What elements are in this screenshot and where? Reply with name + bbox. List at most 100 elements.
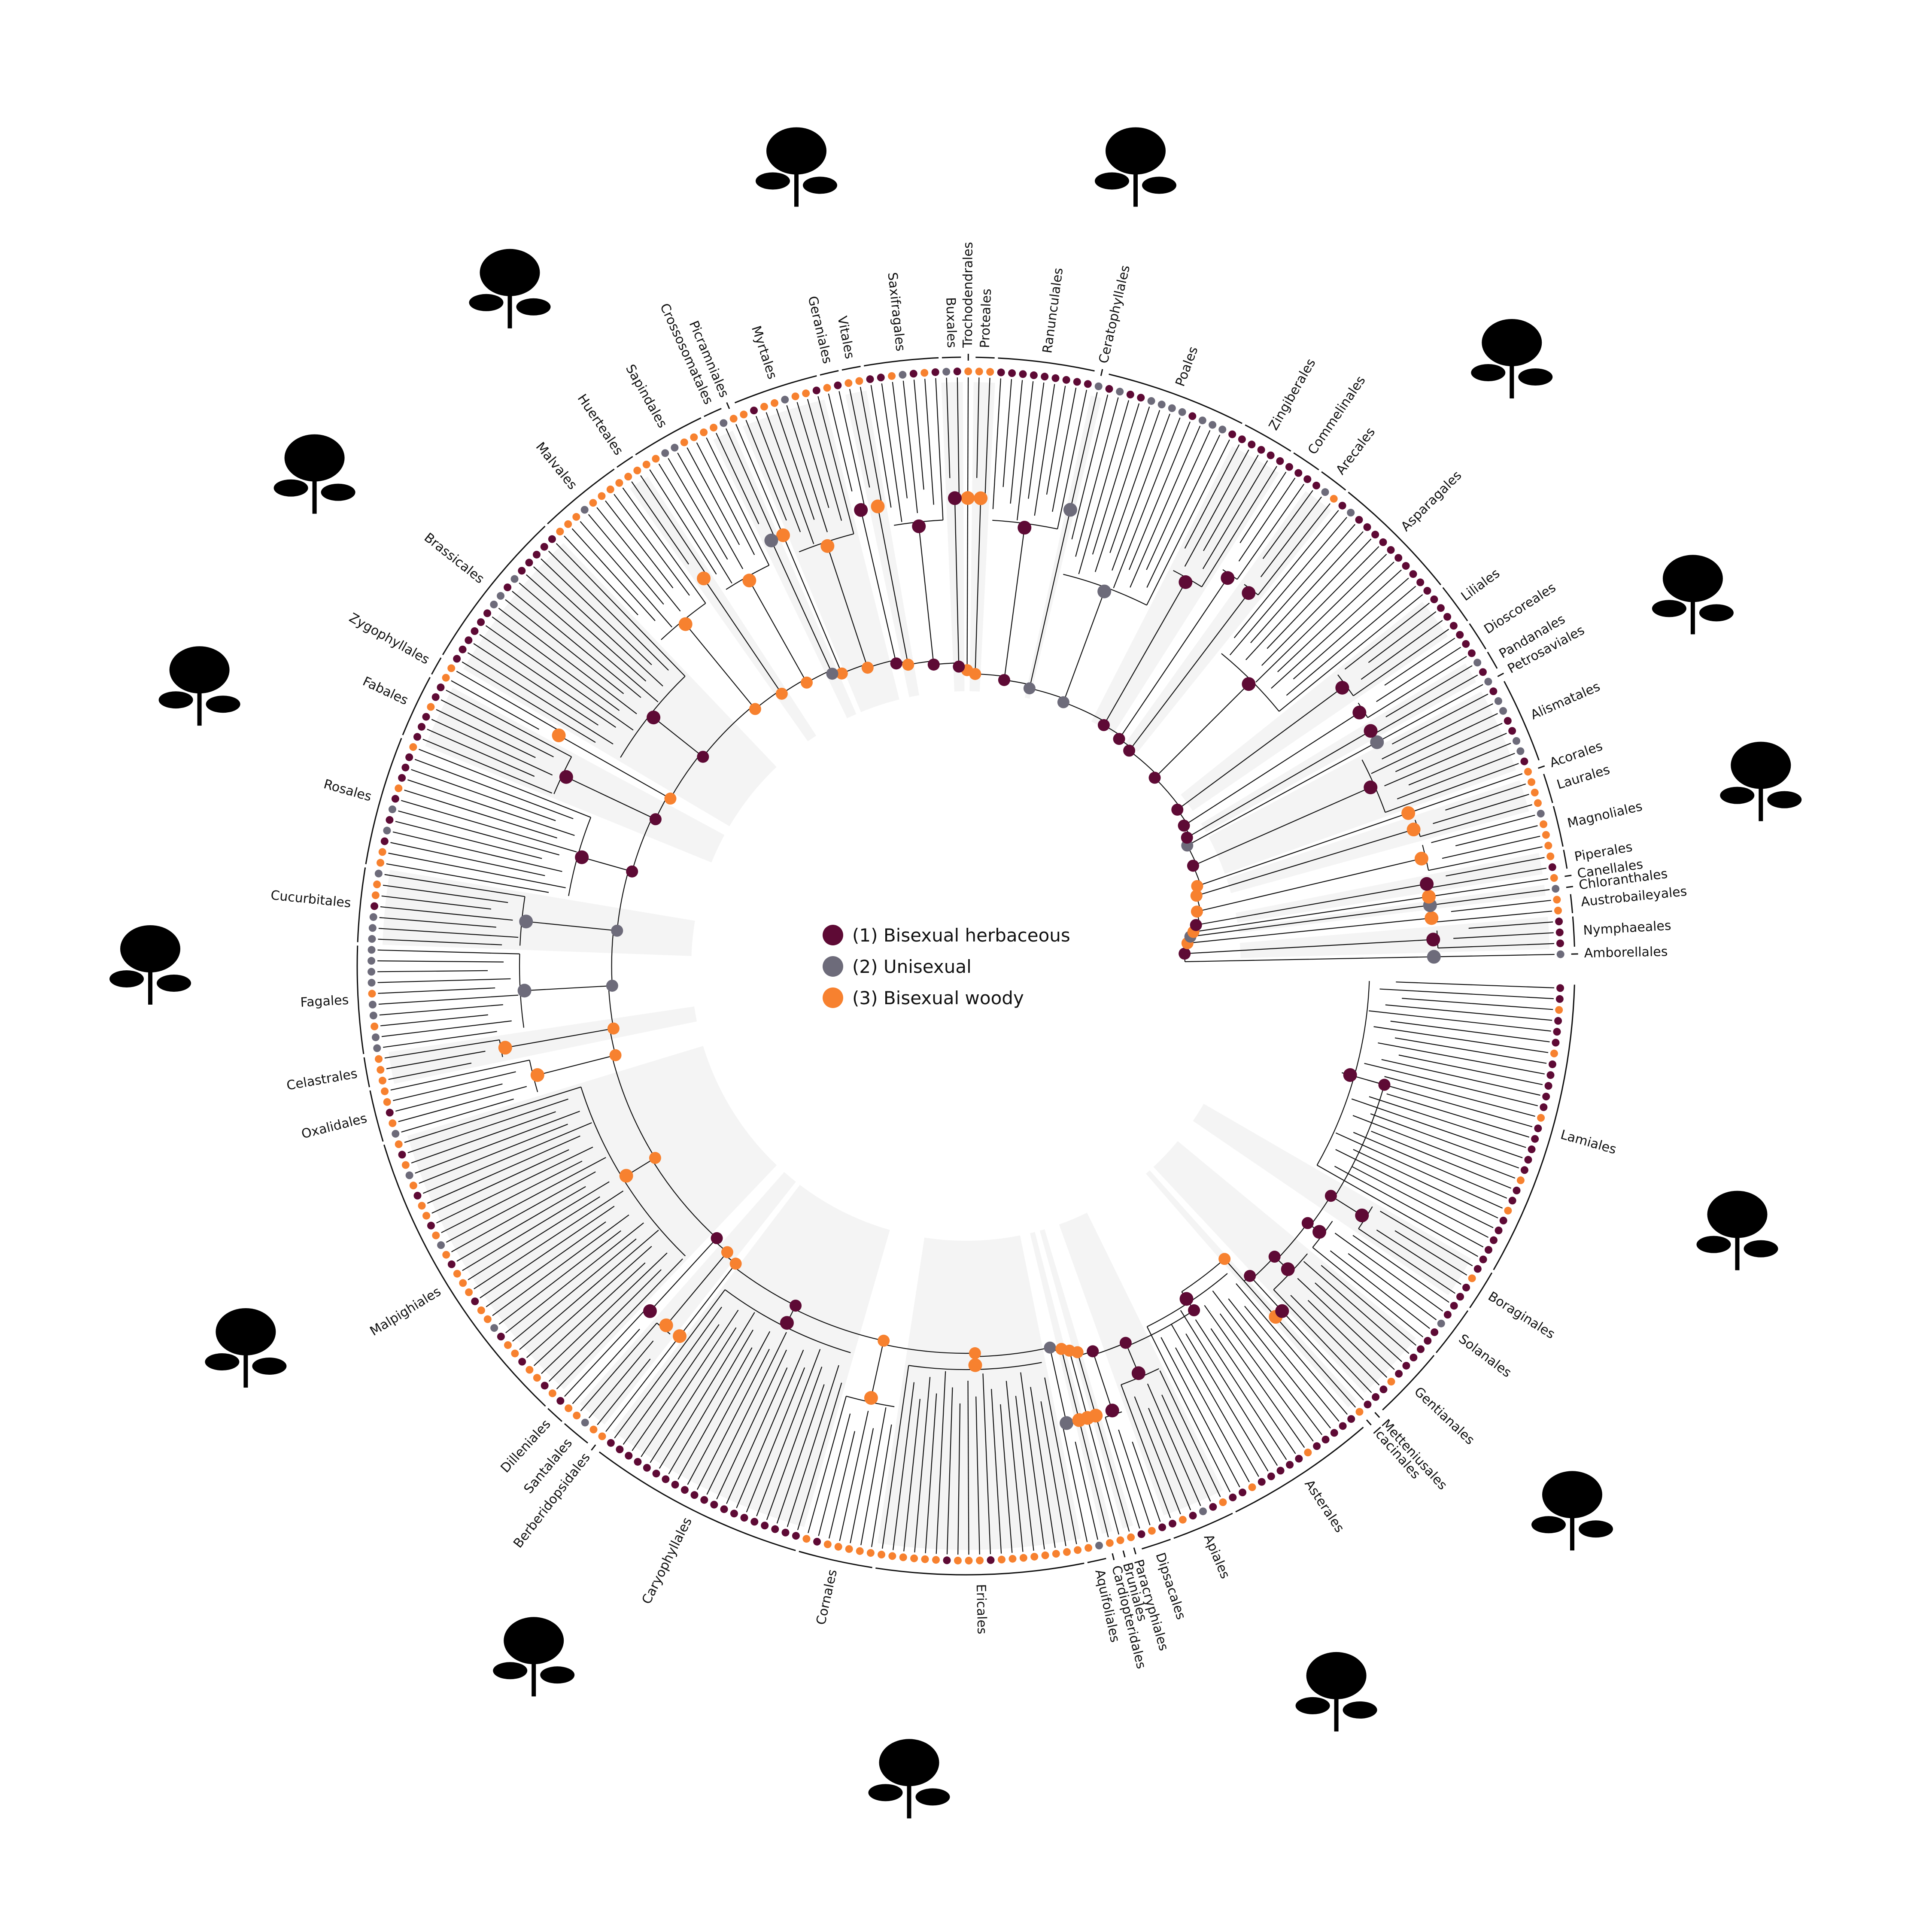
stem-branch [1190, 741, 1377, 844]
stem-branch [1190, 730, 1371, 836]
ancestral-state-pie [609, 1049, 622, 1061]
tip-state-dot [548, 1389, 556, 1397]
tip-state-dot [1431, 1328, 1439, 1336]
tip-state-dot [1095, 1541, 1103, 1549]
tip-state-dot [564, 520, 572, 528]
tip-state-dot [378, 1076, 386, 1084]
tip-branch [1260, 496, 1322, 577]
tip-state-dot [1484, 1246, 1492, 1254]
legend-item-bisexual-herbaceous: (1) Bisexual herbaceous [823, 925, 1070, 946]
tip-branch [696, 442, 755, 555]
tip-state-dot [760, 403, 768, 411]
tip-state-dot [1116, 388, 1124, 396]
tip-state-dot [1528, 1145, 1536, 1154]
ancestral-state-pie [902, 659, 914, 671]
ancestral-state-pie [749, 703, 761, 715]
order-label: Boraginales [1485, 1289, 1558, 1342]
tip-branch [436, 1146, 593, 1224]
ancestral-state-pie [619, 1169, 633, 1183]
tip-branch [1394, 1037, 1547, 1064]
tip-branch [808, 1396, 847, 1534]
tip-branch [462, 1181, 610, 1271]
tip-branch [828, 393, 853, 492]
tip-branch [1293, 577, 1409, 680]
ancestral-state-pie [1089, 1409, 1103, 1423]
order-label: Nymphaeales [1583, 918, 1672, 939]
tip-branch [467, 652, 614, 745]
stem-branch [1191, 917, 1432, 944]
tip-state-dot [504, 583, 512, 592]
tip-state-dot [1449, 622, 1458, 630]
order-label: Fabales [360, 674, 410, 708]
order-bracket [734, 375, 817, 404]
ancestral-state-pie [1179, 948, 1191, 960]
stem-branch [782, 535, 841, 671]
tip-branch [564, 1311, 644, 1397]
tip-state-dot [1126, 390, 1134, 398]
ancestral-state-pie [1268, 1251, 1281, 1263]
order-band [941, 382, 965, 692]
ancestral-state-pie [864, 1391, 878, 1405]
order-brackets [356, 354, 1578, 1576]
order-bracket [998, 357, 1095, 372]
tip-state-dot [477, 618, 485, 626]
stem-branch [1185, 956, 1434, 963]
tip-branch [1239, 471, 1287, 544]
phylogenetic-tree [377, 377, 1555, 1555]
tip-state-dot [1019, 370, 1027, 378]
tip-state-dot [386, 1109, 394, 1117]
tip-state-dot [518, 1358, 526, 1366]
tip-state-dot [368, 946, 376, 954]
tip-branch [870, 385, 892, 508]
tip-state-dot [1479, 668, 1487, 676]
tip-state-dot [581, 1419, 589, 1427]
tip-branch [776, 408, 815, 520]
order-bracket [1564, 875, 1572, 877]
tip-state-dot [381, 1087, 389, 1095]
tip-branch [492, 616, 620, 711]
tip-branch [1005, 1381, 1024, 1552]
tip-branch [668, 458, 728, 560]
stem-branch [1243, 1281, 1276, 1317]
ancestral-state-pie [1335, 680, 1349, 695]
tip-state-dot [680, 1486, 689, 1494]
order-bracket [1366, 1419, 1372, 1426]
tip-branch [1146, 430, 1211, 570]
stem-branch [1105, 582, 1186, 723]
tip-branch [415, 1111, 580, 1174]
tip-state-dot [740, 1514, 748, 1522]
tip-state-dot [1267, 1472, 1275, 1480]
tip-state-dot [1084, 380, 1092, 388]
tip-branch [797, 1382, 842, 1531]
tip-branch [881, 1365, 909, 1549]
tip-branch [1397, 753, 1515, 799]
tip-state-dot [598, 1432, 606, 1440]
tip-state-dot [510, 575, 519, 583]
tip-state-dot [1137, 394, 1145, 402]
stem-branch [1030, 510, 1071, 685]
tip-state-dot [1524, 768, 1532, 776]
tip-branch [1381, 1059, 1540, 1096]
tip-branch [1382, 703, 1493, 759]
lavender-sprig-icon [1696, 1191, 1778, 1270]
ancestral-state-pie [968, 1358, 982, 1372]
tip-state-dot [1556, 984, 1564, 992]
tip-branch [393, 1071, 516, 1101]
stem-branch [665, 1255, 726, 1326]
tip-state-dot [1295, 1455, 1303, 1463]
tip-branch [1408, 743, 1511, 786]
tip-branch [588, 514, 664, 605]
tip-branch [860, 387, 882, 502]
lily-icon [1095, 127, 1176, 207]
tip-state-dot [750, 1518, 759, 1526]
order-label: Vitales [834, 315, 857, 360]
tip-state-dot [1456, 631, 1464, 639]
tip-state-dot [652, 455, 660, 463]
order-bracket [356, 945, 365, 1054]
tip-branch [1312, 1247, 1424, 1337]
tip-branch [441, 1160, 583, 1233]
ancestral-state-pie [643, 1304, 657, 1318]
tip-branch [1376, 674, 1478, 733]
order-bracket [975, 356, 995, 359]
order-label: Cucurbitales [270, 888, 352, 911]
